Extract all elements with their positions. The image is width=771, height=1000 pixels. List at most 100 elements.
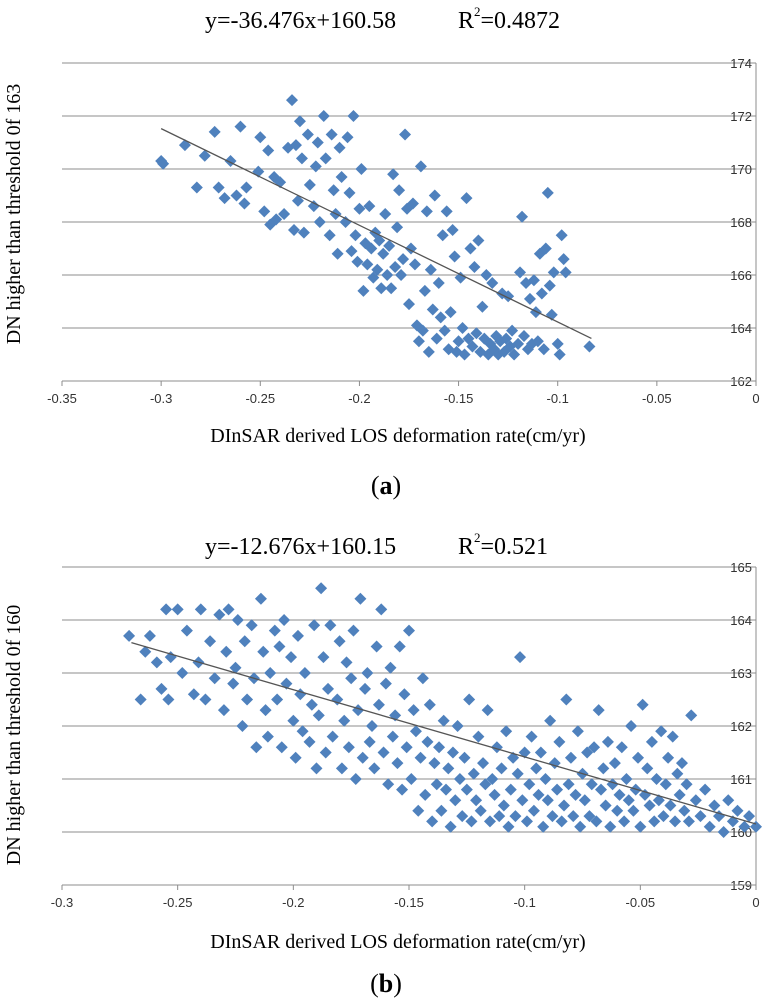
- chart-b-point: [338, 714, 351, 727]
- chart-a-point: [351, 255, 364, 268]
- chart-b-point: [261, 730, 274, 743]
- chart-a-point: [399, 128, 412, 141]
- chart-a-point: [420, 205, 433, 218]
- chart-b-point: [680, 778, 693, 791]
- chart-a-point: [535, 287, 548, 300]
- chart-a-point: [531, 335, 544, 348]
- chart-b-point: [537, 820, 550, 833]
- chart-b-point: [560, 693, 573, 706]
- chart-b-point: [426, 815, 439, 828]
- chart-b-point: [264, 667, 277, 679]
- chart-b-point: [673, 788, 686, 801]
- chart-a-y-tick-label: 172: [730, 109, 752, 124]
- chart-a-point: [559, 266, 572, 279]
- chart-a-point: [408, 258, 421, 271]
- chart-a-point: [363, 200, 376, 213]
- chart-a-point: [311, 136, 324, 149]
- chart-b-point: [236, 720, 249, 732]
- chart-a-point: [379, 208, 392, 221]
- chart-a-trendline: [160, 128, 592, 339]
- chart-a-equation: y=-36.476x+160.58: [205, 8, 396, 34]
- chart-b-point: [213, 608, 226, 621]
- chart-a-point: [307, 200, 320, 213]
- chart-b-point: [488, 788, 501, 801]
- chart-b-point: [433, 741, 446, 754]
- chart-a-point: [397, 253, 410, 266]
- chart-b-point: [708, 799, 721, 812]
- chart-b-point: [342, 741, 355, 754]
- chart-b-point: [377, 746, 390, 759]
- chart-b-point: [562, 778, 575, 791]
- chart-b-point: [453, 773, 466, 785]
- chart-a-point: [303, 178, 316, 191]
- chart-a-point: [424, 263, 437, 276]
- chart-b-point: [421, 735, 434, 748]
- chart-a-point: [537, 343, 550, 356]
- chart-b-point: [386, 730, 399, 743]
- chart-a-point: [357, 284, 370, 297]
- chart-a-point: [381, 269, 394, 281]
- chart-b-point: [375, 603, 388, 616]
- chart-b-point: [659, 778, 672, 791]
- chart-a-point: [523, 292, 536, 305]
- chart-b-point: [430, 778, 443, 791]
- chart-b-point: [703, 820, 716, 833]
- chart-b-point: [689, 794, 702, 807]
- chart-a-point: [583, 340, 596, 353]
- chart-b-point: [368, 762, 381, 775]
- chart-b-point: [257, 645, 270, 658]
- chart-b-point: [317, 651, 330, 664]
- chart-a-point: [254, 131, 267, 144]
- chart-a-point: [262, 144, 275, 157]
- chart-b-point: [403, 624, 415, 637]
- chart-a-point: [438, 324, 451, 337]
- chart-a-point: [428, 189, 441, 202]
- chart-b-point: [324, 619, 337, 632]
- chart-a-y-tick-label: 168: [730, 215, 752, 230]
- chart-b-point: [516, 794, 529, 807]
- chart-b-point: [412, 804, 425, 817]
- chart-b-trendline-line: [131, 642, 757, 825]
- chart-b-point: [738, 820, 751, 833]
- chart-b-point: [641, 762, 654, 775]
- chart-a-point: [240, 181, 253, 194]
- chart-a-point: [426, 303, 439, 316]
- chart-a-point: [436, 229, 449, 242]
- chart-a-point: [355, 163, 368, 175]
- chart-b-points: [123, 582, 762, 838]
- chart-b-point: [592, 704, 605, 717]
- chart-b-point: [289, 751, 302, 764]
- chart-b-point: [229, 661, 242, 674]
- chart-b-equation: y=-12.676x+160.15: [205, 534, 396, 560]
- chart-a-point: [301, 128, 314, 141]
- chart-a-point: [454, 271, 467, 284]
- chart-a-r2-sup: 2: [474, 4, 481, 19]
- chart-b-point: [638, 788, 651, 801]
- chart-a-point: [414, 160, 427, 173]
- chart-a-point: [412, 335, 425, 348]
- chart-a-point: [331, 247, 344, 260]
- chart-b-point: [465, 815, 478, 828]
- chart-a-point: [323, 229, 336, 242]
- chart-b-point: [694, 810, 707, 823]
- chart-a-point: [349, 229, 362, 242]
- chart-a-point: [555, 229, 568, 242]
- chart-b-point: [722, 794, 735, 807]
- chart-a-point: [319, 152, 332, 165]
- chart-b-point: [571, 725, 584, 738]
- chart-b-point: [361, 667, 374, 679]
- chart-b-point: [393, 640, 406, 653]
- chart-a-point: [508, 348, 521, 361]
- chart-b-point: [331, 693, 344, 706]
- chart-b-point: [268, 624, 281, 637]
- chart-b-point: [675, 757, 688, 770]
- chart-b-point: [509, 810, 522, 823]
- chart-b-point: [678, 804, 691, 817]
- chart-b-point: [514, 651, 527, 664]
- chart-a-point: [543, 279, 556, 292]
- chart-a-point: [456, 322, 469, 334]
- chart-b-point: [546, 810, 559, 823]
- chart-a-point: [325, 128, 338, 141]
- chart-a-y-tick-label: 174: [730, 56, 752, 71]
